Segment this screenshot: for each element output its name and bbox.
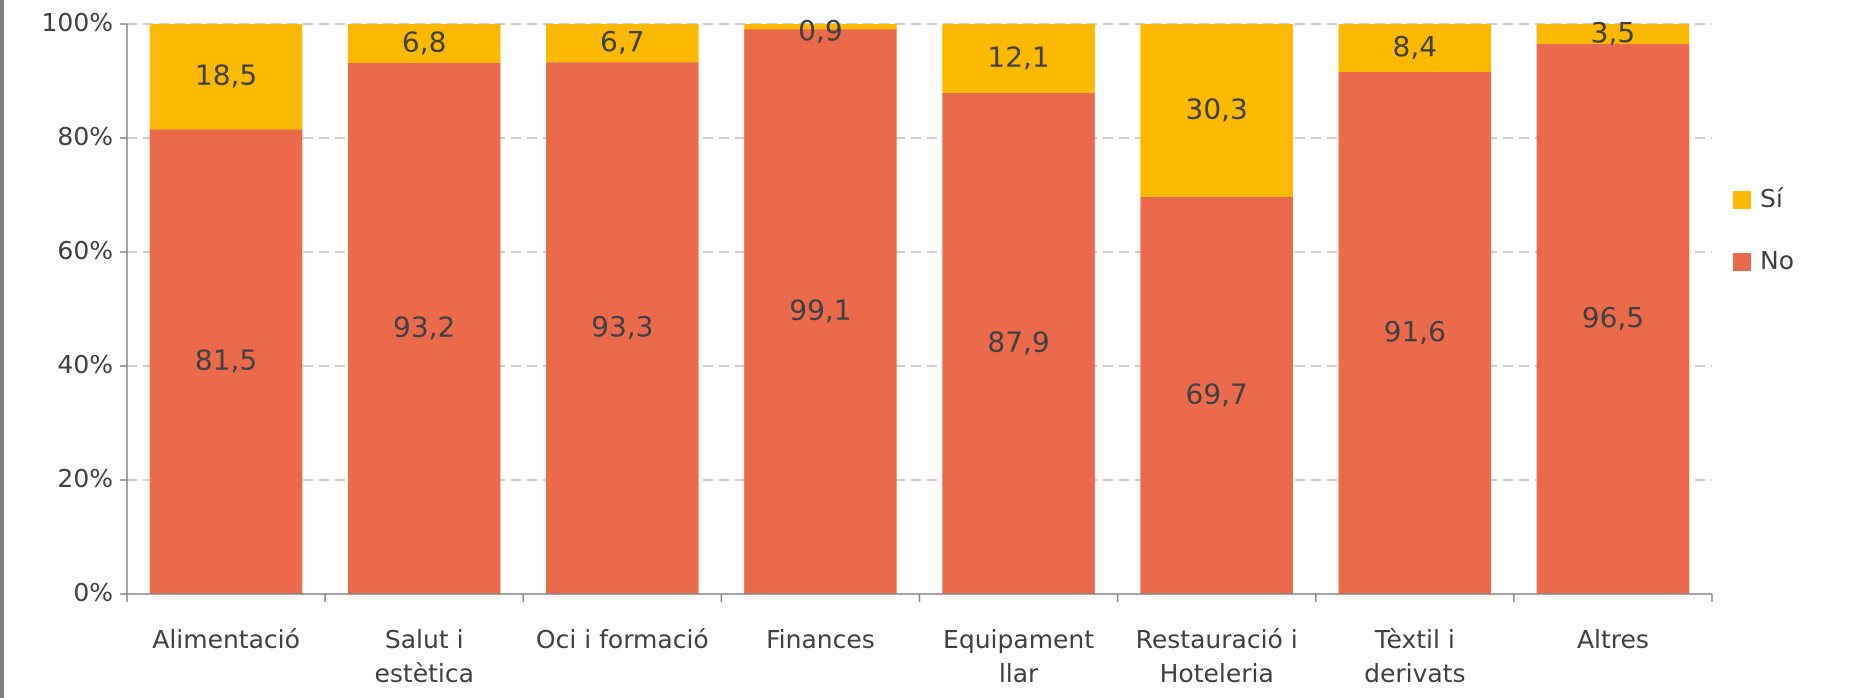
data-label: 99,1: [789, 294, 851, 327]
bar-segment: [942, 24, 1095, 93]
bar-segment: [1140, 196, 1293, 594]
bar-segment: [1338, 71, 1492, 594]
legend-swatch: [1733, 253, 1751, 271]
data-label: 81,5: [195, 344, 257, 377]
x-tick-label: estètica: [374, 659, 473, 688]
legend-label: No: [1760, 246, 1794, 275]
x-tick-label: llar: [999, 659, 1039, 688]
x-tick-label: Altres: [1577, 625, 1649, 654]
x-tick-label: Salut i: [385, 625, 464, 654]
data-label: 3,5: [1591, 16, 1636, 49]
data-label: 6,8: [402, 25, 447, 58]
bar-segment: [1536, 43, 1690, 594]
data-label: 93,2: [393, 310, 455, 343]
y-tick-label: 0%: [73, 578, 113, 607]
data-label: 91,6: [1384, 315, 1446, 348]
legend-label: Sí: [1760, 184, 1784, 213]
bar-segment: [1140, 24, 1293, 197]
x-tick-label: Alimentació: [152, 625, 300, 654]
x-tick-label: Equipament: [943, 625, 1094, 654]
x-tick-label: Finances: [766, 625, 875, 654]
bar-segment: [347, 24, 501, 63]
x-tick-label: Hoteleria: [1160, 659, 1274, 688]
bar-segment: [942, 92, 1095, 594]
data-label: 18,5: [195, 59, 257, 92]
legend-swatch: [1733, 191, 1751, 209]
y-tick-label: 60%: [57, 236, 113, 265]
y-tick-label: 100%: [42, 8, 113, 37]
bar-segment: [347, 62, 501, 594]
bar-segment: [546, 24, 699, 63]
data-label: 69,7: [1186, 377, 1248, 410]
data-label: 30,3: [1186, 92, 1248, 125]
data-label: 12,1: [987, 40, 1049, 73]
y-tick-label: 20%: [57, 464, 113, 493]
data-label: 8,4: [1393, 30, 1438, 63]
bar-segment: [546, 62, 699, 594]
bar-segment: [1338, 24, 1492, 72]
x-tick-label: Restauració i: [1136, 625, 1298, 654]
y-tick-label: 40%: [57, 350, 113, 379]
bar-segment: [149, 129, 303, 594]
left-border: [0, 0, 4, 698]
data-label: 93,3: [591, 310, 653, 343]
data-label: 6,7: [600, 25, 645, 58]
bar-segment: [1536, 24, 1690, 44]
bar-segment: [149, 24, 303, 130]
data-label: 96,5: [1582, 301, 1644, 334]
bar-segment: [744, 24, 897, 30]
data-label: 87,9: [987, 325, 1049, 358]
bar-segment: [744, 29, 897, 594]
data-label: 0,9: [798, 14, 843, 47]
x-tick-label: Tèxtil i: [1374, 625, 1455, 654]
y-tick-label: 80%: [57, 122, 113, 151]
x-tick-label: derivats: [1364, 659, 1465, 688]
x-tick-label: Oci i formació: [536, 625, 709, 654]
